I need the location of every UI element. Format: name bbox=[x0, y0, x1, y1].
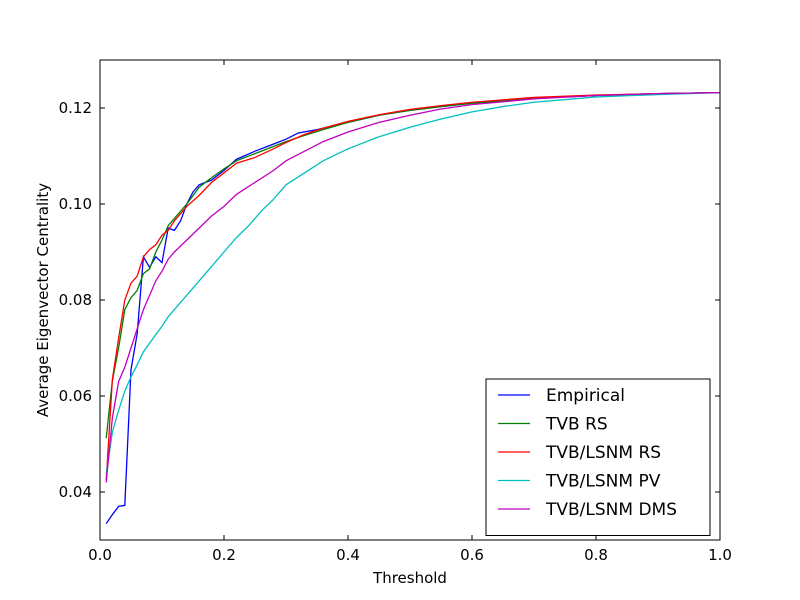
plot-area bbox=[105, 91, 720, 525]
y-axis-title: Average Eigenvector Centrality bbox=[34, 183, 52, 417]
x-tick-label: 0.8 bbox=[584, 546, 608, 564]
axes: 0.0 0.2 0.4 0.6 0.8 1.0 0.04 0.06 0.08 0.10 0.12 bbox=[59, 59, 732, 564]
x-tick-label: 0.2 bbox=[212, 546, 236, 564]
legend-label: TVB/LSNM PV bbox=[545, 472, 661, 492]
series-line-tvb-lsnm-rs bbox=[105, 91, 720, 481]
legend: Empirical TVB RS TVB/LSNM RS TVB/LSNM PV TVB… bbox=[485, 378, 711, 536]
series-line-tvb-lsnm-dms bbox=[105, 91, 720, 483]
x-tick-label: 0.4 bbox=[336, 546, 360, 564]
series-line-tvb-rs bbox=[105, 91, 720, 439]
y-tick-label: 0.06 bbox=[59, 387, 92, 405]
x-tick-label: 0.6 bbox=[460, 546, 484, 564]
y-tick-label: 0.10 bbox=[59, 195, 92, 213]
legend-label: TVB/LSNM DMS bbox=[545, 500, 677, 520]
y-tick-label: 0.12 bbox=[59, 99, 92, 117]
y-tick-label: 0.04 bbox=[59, 483, 92, 501]
x-axis-title: Threshold bbox=[372, 569, 447, 587]
y-tick-label: 0.08 bbox=[59, 291, 92, 309]
legend-label: Empirical bbox=[546, 386, 625, 406]
legend-label: TVB/LSNM RS bbox=[545, 443, 661, 463]
x-tick-label: 1.0 bbox=[708, 546, 732, 564]
x-tick-label: 0.0 bbox=[88, 546, 112, 564]
series-line-tvb-lsnm-pv bbox=[105, 91, 720, 474]
legend-label: TVB RS bbox=[545, 415, 608, 435]
